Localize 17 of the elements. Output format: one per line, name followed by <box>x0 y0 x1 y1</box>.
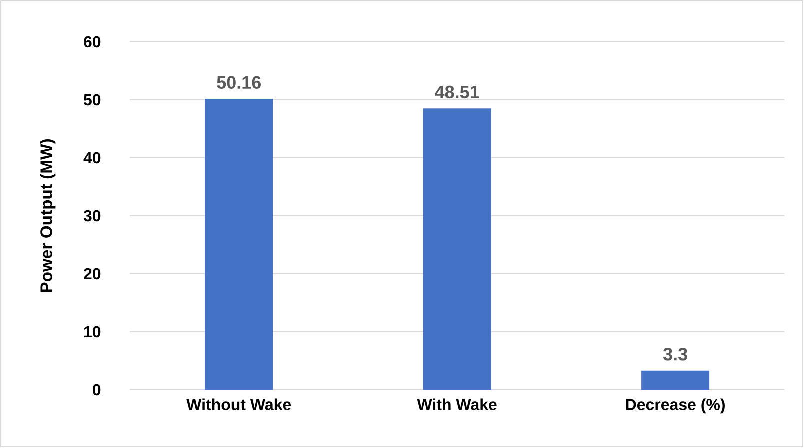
data-label: 48.51 <box>435 86 480 99</box>
y-tick-label: 50 <box>84 94 101 106</box>
y-tick-label: 20 <box>84 268 101 280</box>
y-axis-title: Power Output (MW) <box>40 140 56 292</box>
data-label: 50.16 <box>217 76 261 90</box>
y-tick-label: 60 <box>84 36 101 48</box>
bar <box>642 370 710 390</box>
x-tick-label: With Wake <box>417 398 497 410</box>
bar <box>423 108 492 390</box>
y-tick-label: 30 <box>84 210 101 222</box>
x-tick-label: Decrease (%) <box>626 398 725 414</box>
y-tick-label: 40 <box>84 152 101 164</box>
x-tick-label: Without Wake <box>186 398 292 410</box>
y-tick-label: 0 <box>93 384 101 396</box>
bar <box>205 99 274 390</box>
y-tick-label: 10 <box>84 326 101 338</box>
data-label: 3.3 <box>663 348 688 361</box>
